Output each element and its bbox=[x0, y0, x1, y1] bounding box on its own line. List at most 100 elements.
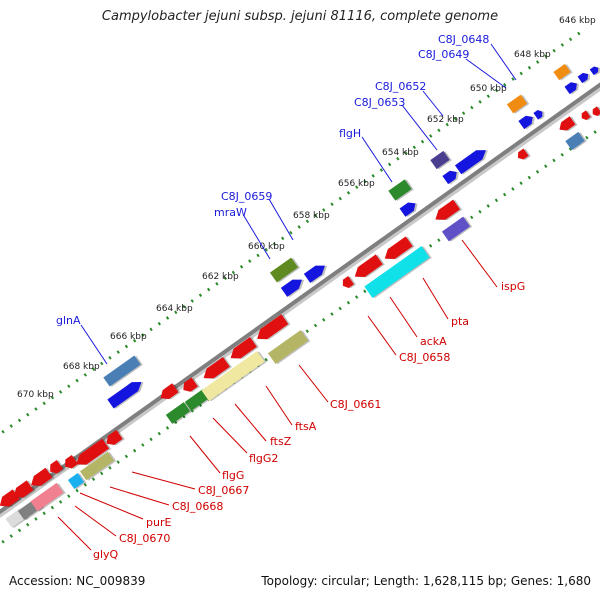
gene-feature[interactable] bbox=[518, 112, 537, 130]
gene-feature[interactable] bbox=[73, 438, 112, 471]
gene-label-reverse[interactable]: flgG bbox=[222, 469, 244, 482]
gene-feature[interactable] bbox=[432, 199, 463, 226]
gene-feature[interactable] bbox=[364, 245, 432, 299]
genome-title: Campylobacter jejuni subsp. jejuni 81116… bbox=[101, 9, 499, 24]
gene-feature-shape bbox=[107, 382, 142, 409]
gene-label-reverse[interactable]: pta bbox=[451, 315, 469, 328]
gene-feature-shape bbox=[592, 106, 600, 116]
gene-feature-shape bbox=[518, 115, 533, 130]
scale-label: 650 kbp bbox=[470, 84, 507, 94]
gene-feature[interactable] bbox=[553, 63, 573, 81]
gene-feature-shape bbox=[342, 276, 354, 288]
gene-feature[interactable] bbox=[515, 148, 531, 163]
gene-feature[interactable] bbox=[267, 329, 311, 365]
gene-feature-shape bbox=[31, 467, 53, 486]
gene-feature[interactable] bbox=[103, 429, 125, 449]
gene-feature[interactable] bbox=[254, 313, 291, 345]
gene-label-forward[interactable]: C8J_0659 bbox=[221, 190, 272, 203]
gene-feature[interactable] bbox=[103, 355, 143, 388]
gene-feature[interactable] bbox=[280, 274, 307, 298]
gene-label-reverse[interactable]: C8J_0661 bbox=[330, 398, 381, 411]
gene-feature-shape bbox=[533, 110, 543, 120]
gene-feature[interactable] bbox=[201, 350, 267, 402]
gene-feature-shape bbox=[303, 265, 325, 283]
scale-labels: 646 kbp 648 kbp 650 kbp 652 kbp 654 kbp … bbox=[17, 16, 596, 400]
gene-feature-shape bbox=[435, 199, 461, 220]
gene-label-forward[interactable]: glnA bbox=[56, 314, 81, 327]
gene-feature-shape bbox=[364, 246, 430, 298]
gene-feature-shape bbox=[517, 148, 529, 160]
gene-label-reverse[interactable]: ftsZ bbox=[270, 435, 292, 448]
gene-feature[interactable] bbox=[381, 236, 415, 265]
gene-feature[interactable] bbox=[157, 382, 181, 403]
gene-feature[interactable] bbox=[303, 260, 330, 284]
gene-label-reverse[interactable]: purE bbox=[146, 516, 171, 529]
scale-label: 670 kbp bbox=[17, 390, 54, 400]
gene-feature-shape bbox=[565, 131, 585, 151]
gene-label-reverse[interactable]: C8J_0667 bbox=[198, 484, 249, 497]
gene-feature[interactable] bbox=[107, 377, 146, 410]
gene-feature[interactable] bbox=[565, 131, 587, 151]
gene-feature-shape bbox=[79, 451, 115, 481]
gene-feature[interactable] bbox=[441, 216, 473, 243]
gene-feature[interactable] bbox=[533, 108, 546, 121]
scale-label: 648 kbp bbox=[514, 50, 551, 60]
gene-feature[interactable] bbox=[506, 94, 530, 115]
gene-label-reverse[interactable]: ftsA bbox=[295, 420, 317, 433]
gene-label-forward[interactable]: C8J_0649 bbox=[418, 48, 469, 61]
gene-label-forward[interactable]: C8J_0648 bbox=[438, 33, 489, 46]
gene-feature-shape bbox=[454, 150, 486, 175]
gene-feature[interactable] bbox=[30, 482, 66, 512]
gene-feature[interactable] bbox=[28, 467, 55, 492]
gene-feature[interactable] bbox=[200, 356, 232, 384]
gene-feature-shape bbox=[559, 116, 576, 131]
gene-feature[interactable] bbox=[62, 454, 81, 472]
gene-label-forward[interactable]: mraW bbox=[214, 206, 247, 219]
gene-feature[interactable] bbox=[269, 257, 301, 284]
gene-feature-shape bbox=[106, 429, 123, 445]
gene-feature-shape bbox=[65, 455, 79, 469]
gene-label-forward[interactable]: C8J_0652 bbox=[375, 80, 426, 93]
gene-label-reverse[interactable]: C8J_0668 bbox=[172, 500, 223, 513]
gene-feature[interactable] bbox=[340, 275, 357, 291]
gene-label-reverse[interactable]: ispG bbox=[501, 280, 525, 293]
gene-label-reverse[interactable]: flgG2 bbox=[249, 452, 278, 465]
gene-feature[interactable] bbox=[564, 79, 582, 95]
gene-features bbox=[0, 63, 600, 529]
gene-feature[interactable] bbox=[47, 459, 66, 477]
gene-feature-shape bbox=[160, 383, 179, 400]
gene-label-reverse[interactable]: glyQ bbox=[93, 548, 119, 561]
accession-text: Accession: NC_009839 bbox=[9, 574, 146, 588]
gene-feature[interactable] bbox=[579, 110, 593, 123]
gene-feature[interactable] bbox=[399, 198, 421, 218]
gene-label-forward[interactable]: flgH bbox=[339, 127, 361, 140]
gene-feature-shape bbox=[230, 337, 257, 359]
gene-feature[interactable] bbox=[79, 451, 117, 482]
gene-label-reverse[interactable]: C8J_0670 bbox=[119, 532, 170, 545]
gene-feature-shape bbox=[30, 482, 64, 512]
gene-label-reverse[interactable]: ackA bbox=[420, 335, 447, 348]
gene-feature[interactable] bbox=[454, 145, 491, 176]
gene-feature[interactable] bbox=[388, 178, 414, 202]
gene-feature[interactable] bbox=[165, 401, 193, 425]
gene-feature-shape bbox=[506, 94, 528, 114]
gene-feature[interactable] bbox=[180, 377, 200, 396]
gene-feature-shape bbox=[399, 202, 416, 217]
gene-feature-shape bbox=[441, 216, 471, 242]
gene-label-reverse[interactable]: C8J_0658 bbox=[399, 351, 450, 364]
gene-feature[interactable] bbox=[589, 64, 600, 76]
gene-label-forward[interactable]: C8J_0653 bbox=[354, 96, 405, 109]
gene-feature[interactable] bbox=[577, 70, 593, 84]
gene-feature[interactable] bbox=[590, 106, 600, 119]
gene-feature[interactable] bbox=[557, 115, 578, 134]
gene-feature[interactable] bbox=[10, 479, 36, 502]
scale-label: 658 kbp bbox=[293, 211, 330, 221]
gene-feature[interactable] bbox=[227, 336, 259, 364]
gene-feature[interactable] bbox=[67, 472, 87, 490]
gene-feature[interactable] bbox=[442, 167, 461, 185]
gene-feature[interactable] bbox=[430, 150, 452, 170]
gene-feature-shape bbox=[67, 473, 85, 489]
scale-label: 656 kbp bbox=[338, 179, 375, 189]
gene-feature[interactable] bbox=[351, 254, 385, 283]
